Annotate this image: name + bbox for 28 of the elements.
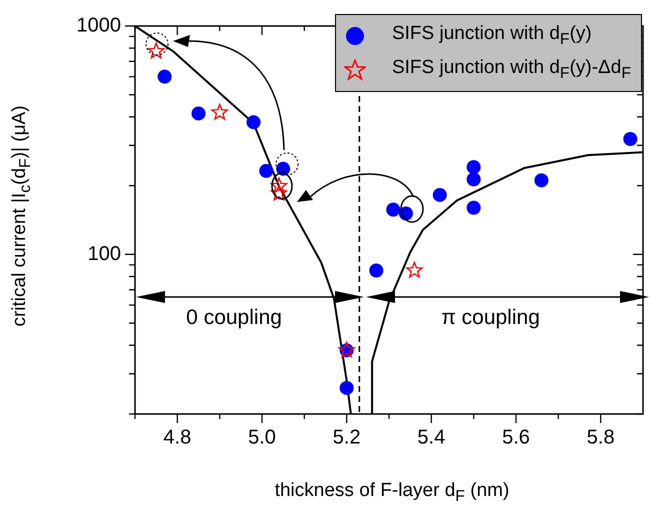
point xyxy=(246,115,261,130)
x-tick-label: 5.6 xyxy=(502,426,530,449)
annotation: 0 coupling xyxy=(186,306,282,329)
point xyxy=(432,188,447,202)
legend-label: SIFS junction with d$_{F}$(y) xyxy=(392,23,592,49)
point xyxy=(466,200,481,215)
point xyxy=(340,380,354,395)
x-axis-title: thickness of F-layer d$_{F}$ (nm) xyxy=(274,480,510,506)
point xyxy=(211,104,228,120)
x-tick-label: 5.0 xyxy=(248,426,276,449)
point xyxy=(466,172,481,186)
annotation: π coupling xyxy=(441,306,540,329)
point xyxy=(192,106,206,120)
legend-label: SIFS junction with d$_{F}$(y)-Δd$_{F}$ xyxy=(392,57,631,83)
y-tick-label: 100 xyxy=(88,242,121,265)
point xyxy=(534,173,548,188)
x-tick-label: 5.4 xyxy=(417,426,446,449)
point xyxy=(406,262,423,278)
point xyxy=(158,70,172,84)
point xyxy=(369,263,384,278)
point xyxy=(466,160,481,174)
x-tick-label: 5.2 xyxy=(332,426,361,449)
x-tick-label: 4.8 xyxy=(163,426,192,449)
point xyxy=(623,132,638,146)
y-tick-label: 1000 xyxy=(76,14,121,37)
point xyxy=(386,202,400,217)
point xyxy=(259,164,274,178)
x-tick-label: 5.8 xyxy=(586,426,615,449)
